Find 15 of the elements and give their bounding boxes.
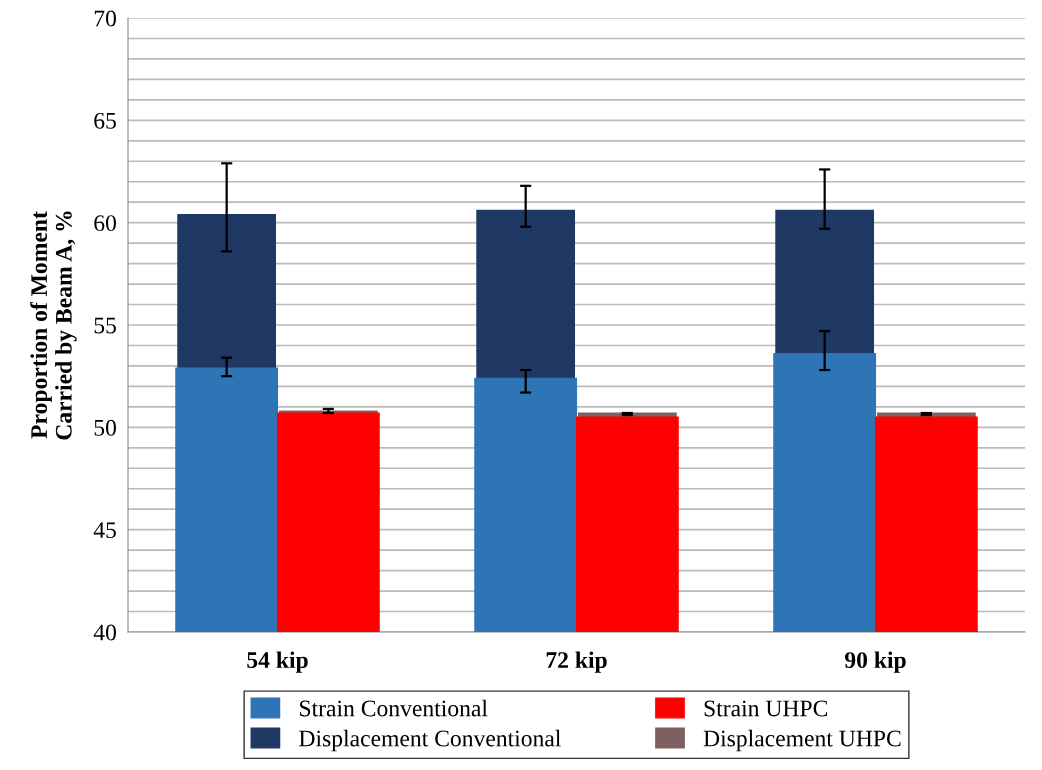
y-tick-label: 65: [94, 112, 116, 129]
x-tick-label: 72 kip: [546, 651, 607, 673]
x-tick-label: 54 kip: [247, 651, 308, 673]
y-tick-label: 50: [94, 419, 116, 436]
y-tick-label: 40: [93, 624, 116, 641]
legend-label: Displacement Conventional: [299, 729, 561, 752]
y-axis-title: Proportion of Moment Carried by Beam A, %: [30, 211, 77, 440]
x-tick-label: 90 kip: [844, 651, 906, 673]
y-tick-label: 55: [94, 317, 116, 334]
legend-label: Displacement UHPC: [703, 729, 901, 752]
y-tick-label: 70: [94, 10, 116, 27]
legend-label: Strain Conventional: [300, 699, 488, 717]
y-tick-label: 45: [93, 522, 116, 539]
legend-label: Strain UHPC: [704, 700, 828, 717]
y-tick-label: 60: [94, 215, 116, 232]
